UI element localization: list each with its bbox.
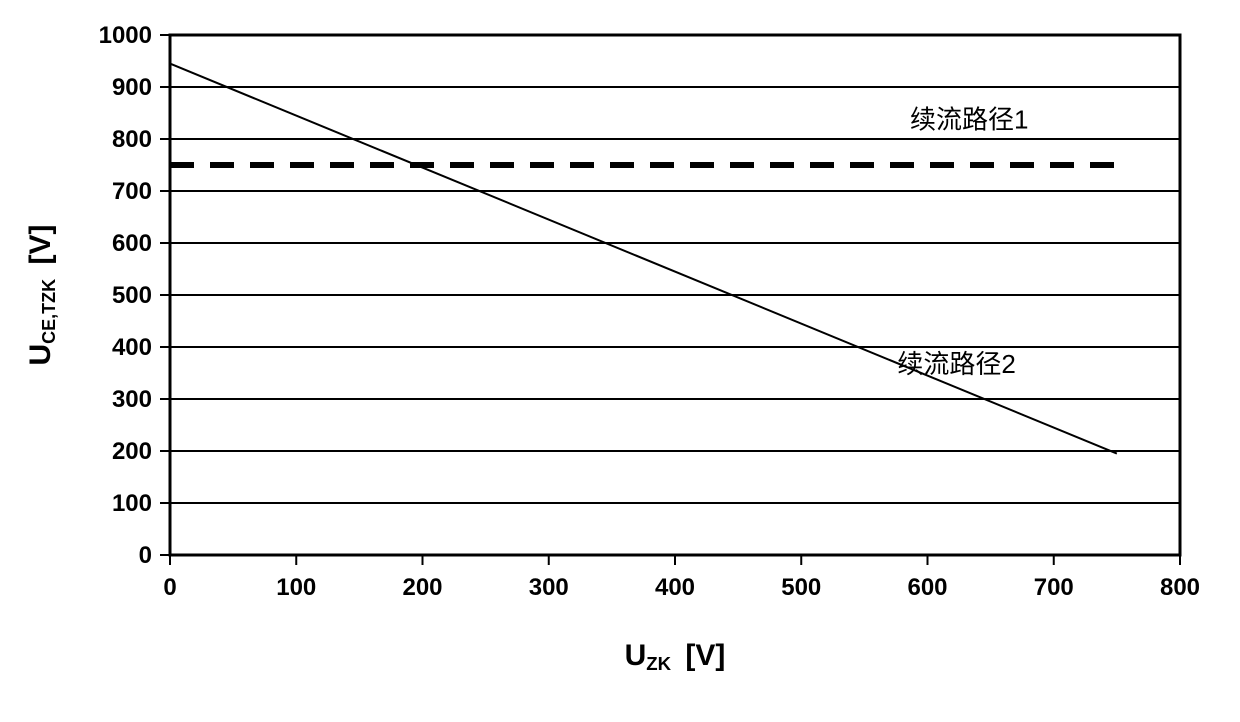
y-tick-label: 1000 — [99, 22, 152, 49]
x-tick-label: 600 — [907, 574, 947, 601]
y-tick-label: 100 — [112, 490, 152, 517]
y-tick-label: 400 — [112, 334, 152, 361]
y-tick-label: 0 — [139, 542, 152, 569]
x-tick-label: 0 — [163, 574, 176, 601]
x-tick-label: 700 — [1034, 574, 1074, 601]
y-tick-label: 600 — [112, 230, 152, 257]
x-tick-label: 300 — [529, 574, 569, 601]
y-tick-label: 700 — [112, 178, 152, 205]
chart-svg: 续流路径1 续流路径2 0 100 200 300 400 500 600 700 800 0 100 2… — [0, 0, 1240, 722]
chart-container: 续流路径1 续流路径2 0 100 200 300 400 500 600 700 800 0 100 2… — [0, 0, 1240, 722]
x-tick-label: 800 — [1160, 574, 1200, 601]
y-tick-label: 300 — [112, 386, 152, 413]
y-tick-label: 800 — [112, 126, 152, 153]
y-tick-label: 200 — [112, 438, 152, 465]
y-tick-label: 900 — [112, 74, 152, 101]
x-tick-label: 400 — [655, 574, 695, 601]
series-label-续流路径2: 续流路径2 — [897, 349, 1015, 379]
x-tick-label: 100 — [276, 574, 316, 601]
x-tick-label: 500 — [781, 574, 821, 601]
x-tick-label: 200 — [402, 574, 442, 601]
series-label-续流路径1: 续流路径1 — [910, 105, 1028, 135]
y-tick-label: 500 — [112, 282, 152, 309]
